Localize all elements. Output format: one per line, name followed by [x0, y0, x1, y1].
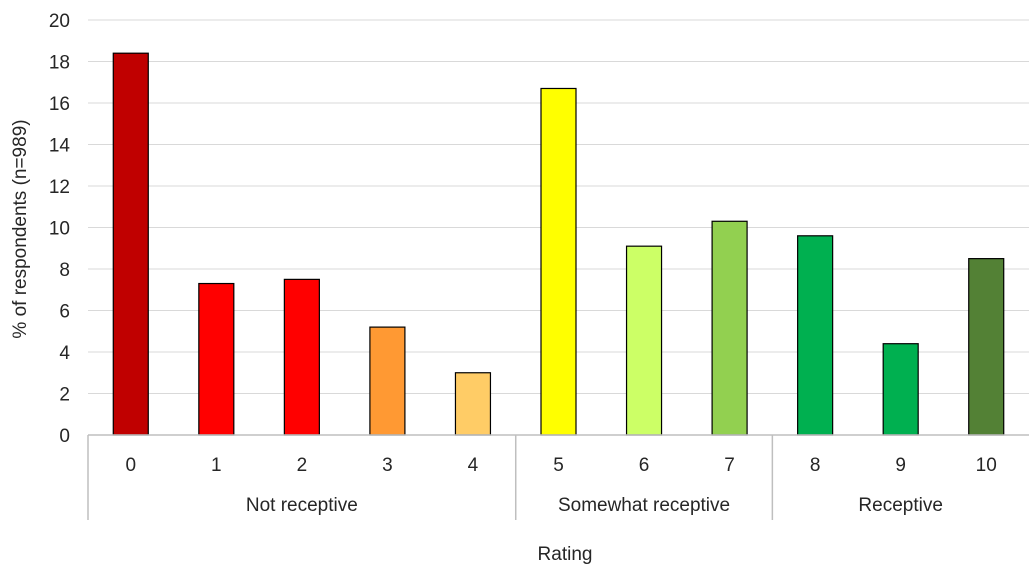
bar-7: [711, 220, 748, 436]
x-tick-label: 4: [468, 455, 479, 476]
x-tick-label: 7: [724, 455, 735, 476]
y-tick-label: 6: [59, 302, 70, 323]
y-tick-label: 0: [59, 426, 70, 447]
y-tick-label: 18: [49, 53, 70, 74]
x-tick-label: 3: [382, 455, 393, 476]
y-tick-label: 10: [49, 219, 70, 240]
x-tick-label: 6: [639, 455, 650, 476]
y-tick-label: 20: [49, 11, 70, 32]
x-tick-label: 9: [895, 455, 906, 476]
x-tick-label: 2: [297, 455, 308, 476]
x-tick-label: 8: [810, 455, 821, 476]
bar-6: [625, 245, 663, 436]
x-tick-label: 5: [553, 455, 564, 476]
bar-10: [968, 258, 1005, 436]
group-label: Not receptive: [246, 495, 358, 516]
bar-8: [797, 235, 834, 436]
y-tick-label: 12: [49, 177, 70, 198]
y-tick-label: 8: [59, 260, 70, 281]
bar-5: [540, 87, 577, 436]
x-tick-label: 1: [211, 455, 222, 476]
x-axis-ticks: 0 1 2 3 4 5 6 7 8 9 10: [125, 455, 996, 476]
bar-2: [283, 278, 320, 436]
y-tick-label: 16: [49, 94, 70, 115]
bar-4: [454, 372, 492, 436]
group-label: Somewhat receptive: [558, 495, 730, 516]
y-axis-title: % of respondents (n=989): [10, 119, 31, 338]
bar-0: [112, 52, 149, 436]
x-axis-title: Rating: [538, 544, 593, 565]
bar-1: [198, 282, 235, 436]
bar-9: [882, 343, 919, 436]
y-tick-label: 14: [49, 136, 71, 157]
x-tick-label: 10: [976, 455, 997, 476]
y-tick-label: 4: [59, 343, 70, 364]
bar-3: [369, 326, 406, 436]
y-axis-ticks: 0 2 4 6 8 10 12 14 16 18 20: [49, 11, 71, 447]
category-groups: Not receptive Somewhat receptive Receptive: [87, 435, 943, 520]
x-tick-label: 0: [125, 455, 136, 476]
bars: [112, 52, 1005, 436]
group-label: Receptive: [858, 495, 943, 516]
y-tick-label: 2: [59, 385, 70, 406]
